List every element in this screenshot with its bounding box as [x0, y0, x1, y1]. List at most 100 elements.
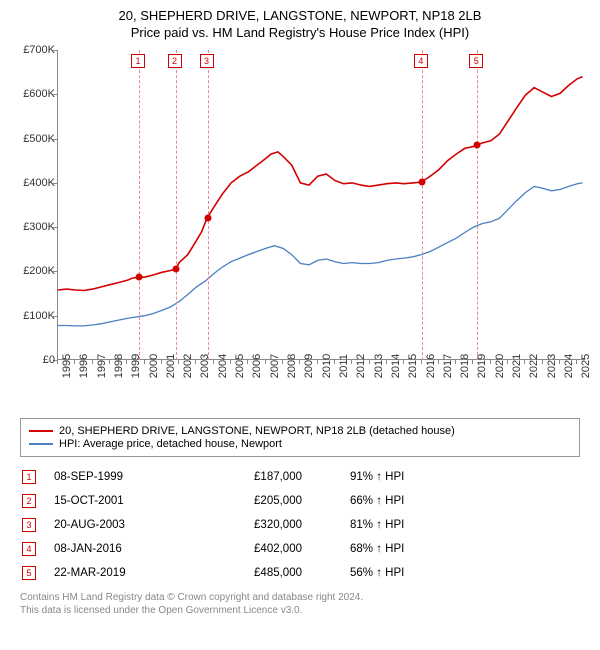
x-tick — [213, 360, 214, 364]
y-axis-label: £300K — [23, 221, 55, 233]
x-tick — [559, 360, 560, 364]
sale-marker-box: 1 — [131, 54, 145, 68]
sale-vline — [477, 50, 478, 360]
sales-row: 4 08-JAN-2016 £402,000 68% ↑ HPI — [20, 537, 580, 561]
x-axis-label: 2013 — [373, 354, 385, 378]
x-axis-label: 2018 — [459, 354, 471, 378]
sale-vline — [139, 50, 140, 360]
chart-area: £0£100K£200K£300K£400K£500K£600K£700K199… — [11, 46, 589, 414]
x-axis-label: 2004 — [217, 354, 229, 378]
x-tick — [317, 360, 318, 364]
x-axis-label: 2005 — [234, 354, 246, 378]
series-hpi — [58, 183, 583, 326]
x-tick — [524, 360, 525, 364]
sales-row-price: £187,000 — [202, 471, 302, 483]
x-axis-label: 2021 — [511, 354, 523, 378]
sales-row-price: £402,000 — [202, 543, 302, 555]
sales-row-price: £320,000 — [202, 519, 302, 531]
x-tick — [386, 360, 387, 364]
x-axis-label: 1995 — [61, 354, 73, 378]
x-axis-label: 1996 — [78, 354, 90, 378]
sale-vline — [422, 50, 423, 360]
sale-vline — [176, 50, 177, 360]
chart-lines — [58, 50, 586, 360]
x-axis-label: 2000 — [148, 354, 160, 378]
x-tick — [195, 360, 196, 364]
sales-row-marker: 2 — [22, 494, 36, 508]
sale-marker-box: 5 — [469, 54, 483, 68]
x-axis-label: 2022 — [528, 354, 540, 378]
x-axis-label: 2012 — [355, 354, 367, 378]
x-axis-label: 2023 — [546, 354, 558, 378]
sales-row-marker: 4 — [22, 542, 36, 556]
sale-marker-box: 2 — [168, 54, 182, 68]
title-subtitle: Price paid vs. HM Land Registry's House … — [10, 25, 590, 40]
x-tick — [542, 360, 543, 364]
x-tick — [421, 360, 422, 364]
x-tick — [369, 360, 370, 364]
x-tick — [92, 360, 93, 364]
legend-row-hpi: HPI: Average price, detached house, Newp… — [29, 438, 571, 450]
sales-row-date: 08-SEP-1999 — [54, 471, 184, 483]
x-tick — [490, 360, 491, 364]
x-tick — [247, 360, 248, 364]
x-axis-label: 2025 — [580, 354, 592, 378]
x-tick — [265, 360, 266, 364]
x-axis-label: 2007 — [269, 354, 281, 378]
x-axis-label: 2003 — [199, 354, 211, 378]
plot-region — [57, 50, 585, 360]
sales-row-pct: 68% ↑ HPI — [320, 543, 430, 555]
x-tick — [109, 360, 110, 364]
y-axis-label: £200K — [23, 265, 55, 277]
sale-marker-box: 3 — [200, 54, 214, 68]
sales-row-date: 20-AUG-2003 — [54, 519, 184, 531]
sales-row-marker: 5 — [22, 566, 36, 580]
x-tick — [351, 360, 352, 364]
x-axis-label: 2008 — [286, 354, 298, 378]
sales-row-marker: 1 — [22, 470, 36, 484]
y-axis-label: £400K — [23, 177, 55, 189]
sales-row: 2 15-OCT-2001 £205,000 66% ↑ HPI — [20, 489, 580, 513]
x-tick — [57, 360, 58, 364]
sales-row: 1 08-SEP-1999 £187,000 91% ↑ HPI — [20, 465, 580, 489]
x-tick — [126, 360, 127, 364]
sales-row-date: 08-JAN-2016 — [54, 543, 184, 555]
sales-row-pct: 91% ↑ HPI — [320, 471, 430, 483]
x-tick — [438, 360, 439, 364]
legend-swatch-hpi — [29, 443, 53, 445]
sales-row-pct: 66% ↑ HPI — [320, 495, 430, 507]
x-tick — [576, 360, 577, 364]
footer-line2: This data is licensed under the Open Gov… — [20, 604, 580, 617]
sale-dot — [204, 215, 211, 222]
sales-row-marker: 3 — [22, 518, 36, 532]
x-axis-label: 2017 — [442, 354, 454, 378]
legend-label-property: 20, SHEPHERD DRIVE, LANGSTONE, NEWPORT, … — [59, 425, 455, 437]
x-axis-label: 2011 — [338, 354, 350, 378]
x-axis-label: 2009 — [303, 354, 315, 378]
x-tick — [472, 360, 473, 364]
title-address: 20, SHEPHERD DRIVE, LANGSTONE, NEWPORT, … — [10, 8, 590, 23]
x-tick — [74, 360, 75, 364]
legend-label-hpi: HPI: Average price, detached house, Newp… — [59, 438, 282, 450]
x-tick — [161, 360, 162, 364]
y-axis-label: £100K — [23, 310, 55, 322]
x-axis-label: 2019 — [476, 354, 488, 378]
x-tick — [178, 360, 179, 364]
sale-marker-box: 4 — [414, 54, 428, 68]
sale-dot — [474, 142, 481, 149]
sales-row-date: 15-OCT-2001 — [54, 495, 184, 507]
y-axis-label: £0 — [43, 354, 55, 366]
legend-swatch-property — [29, 430, 53, 432]
legend: 20, SHEPHERD DRIVE, LANGSTONE, NEWPORT, … — [20, 418, 580, 457]
y-axis-label: £500K — [23, 133, 55, 145]
footer: Contains HM Land Registry data © Crown c… — [20, 591, 580, 617]
x-axis-label: 1997 — [96, 354, 108, 378]
x-axis-label: 2006 — [251, 354, 263, 378]
x-tick — [144, 360, 145, 364]
x-axis-label: 2002 — [182, 354, 194, 378]
x-tick — [230, 360, 231, 364]
sales-row-pct: 56% ↑ HPI — [320, 567, 430, 579]
sales-row-price: £485,000 — [202, 567, 302, 579]
x-axis-label: 2014 — [390, 354, 402, 378]
sales-row-price: £205,000 — [202, 495, 302, 507]
